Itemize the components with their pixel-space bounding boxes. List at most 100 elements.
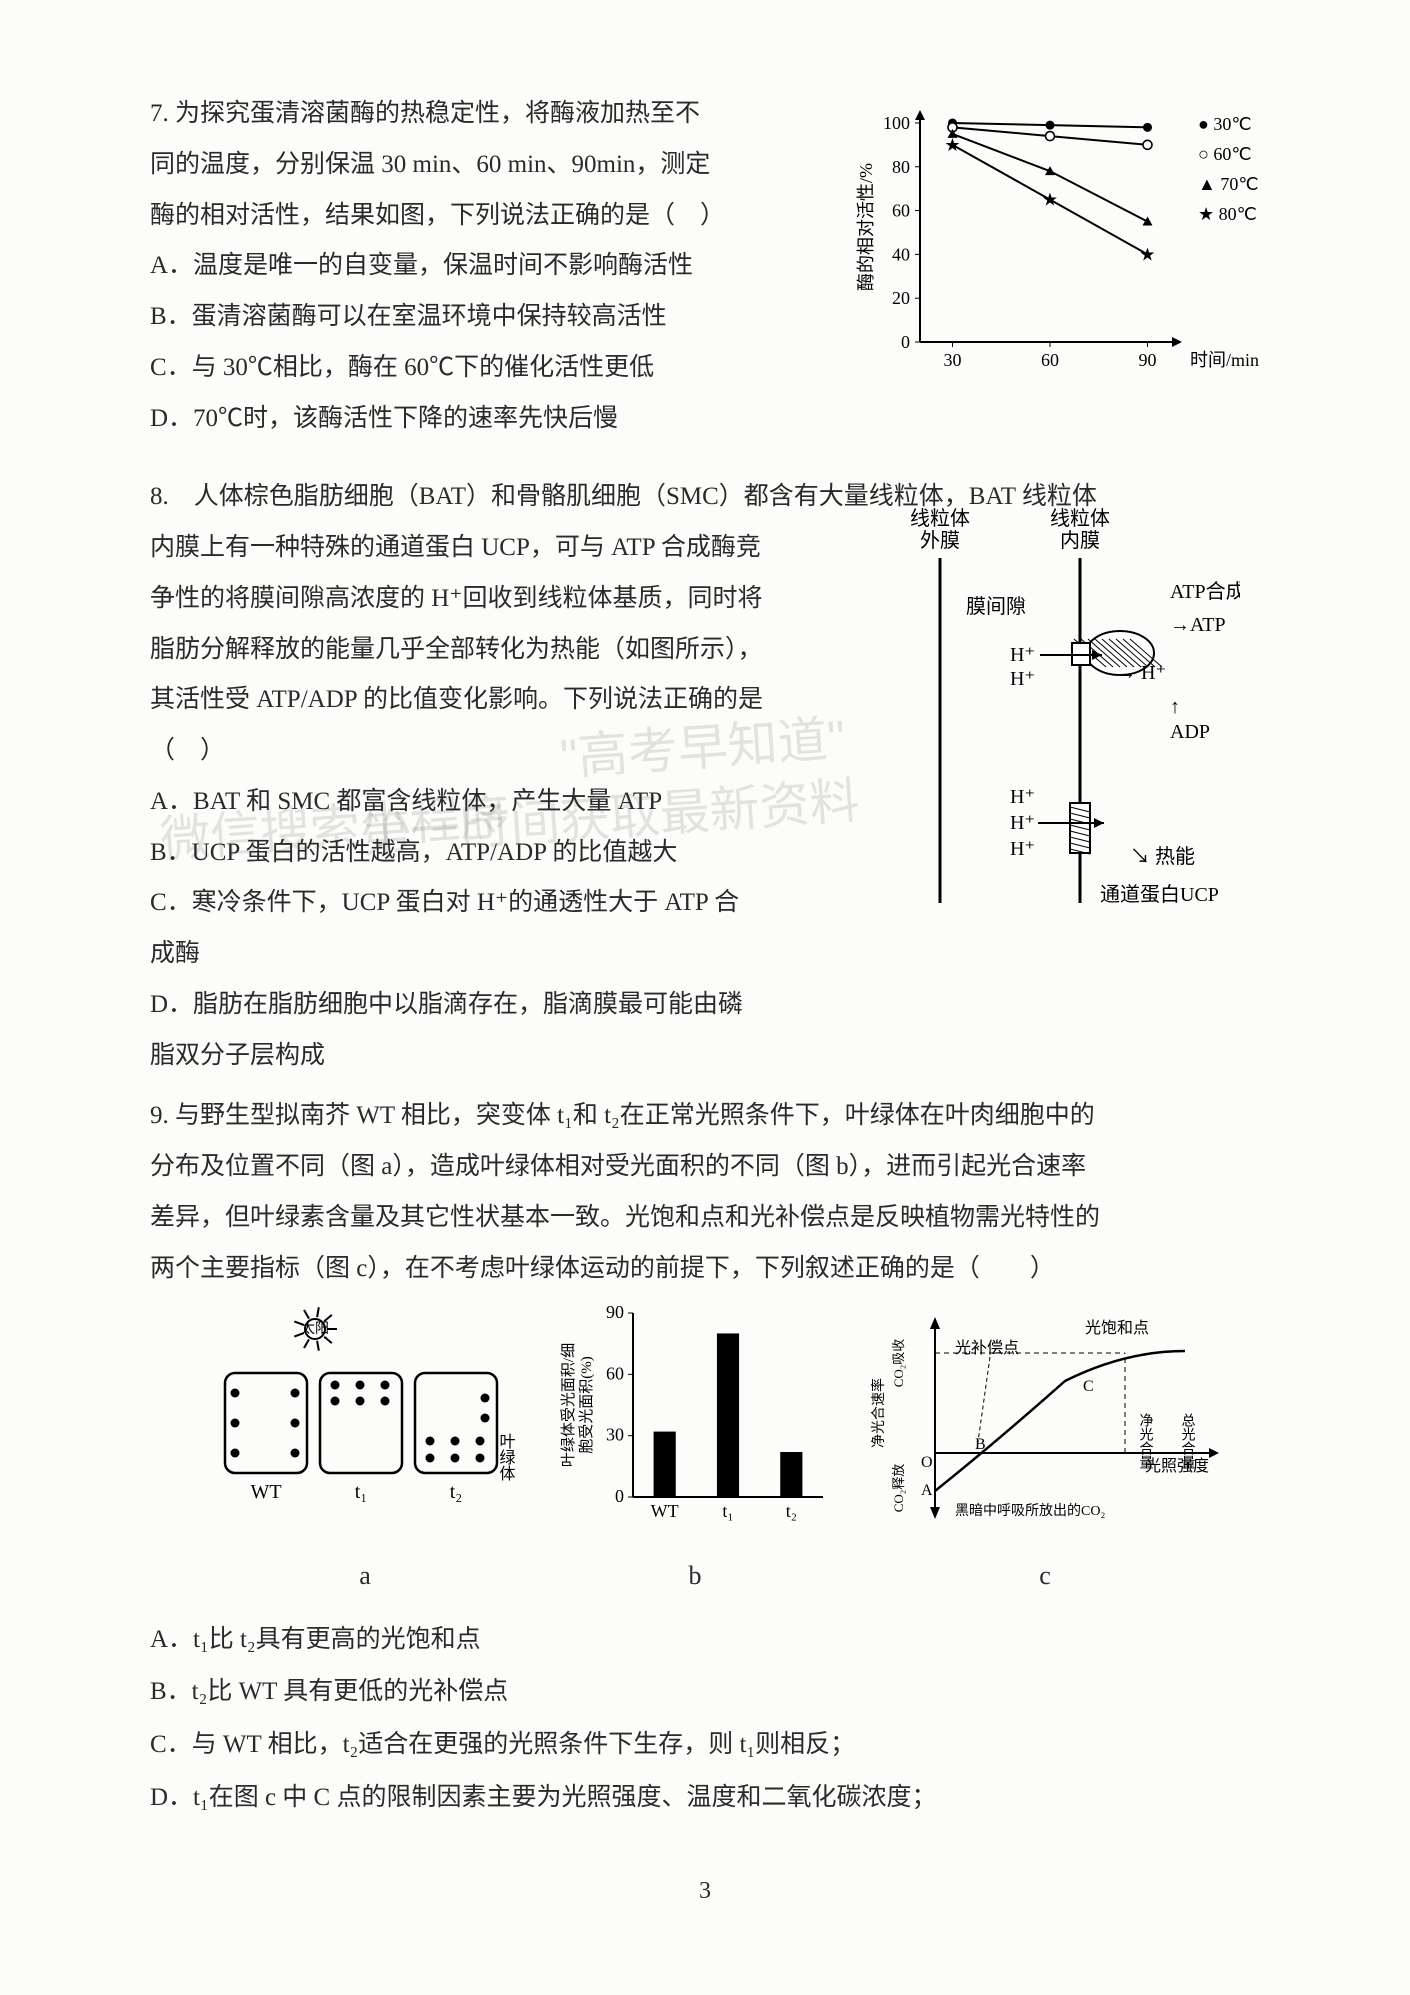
q7-chart: 020406080100306090时间/min酶的相对活性/%● 30℃○ 6… bbox=[850, 100, 1290, 390]
svg-text:40: 40 bbox=[892, 244, 910, 264]
svg-text:↘ 热能: ↘ 热能 bbox=[1130, 845, 1195, 868]
svg-text:太阳: 太阳 bbox=[301, 1321, 329, 1337]
svg-text:B: B bbox=[975, 1436, 986, 1453]
svg-text:WT: WT bbox=[250, 1481, 281, 1503]
svg-text:内膜: 内膜 bbox=[1060, 529, 1100, 552]
svg-text:叶绿体: 叶绿体 bbox=[497, 1433, 516, 1481]
q7-line-1: 同的温度，分别保温 30 min、60 min、90min，测定 bbox=[150, 141, 830, 190]
q7-line-2: 酶的相对活性，结果如图，下列说法正确的是（ ） bbox=[150, 192, 830, 241]
svg-text:胞受光面积(%): 胞受光面积(%) bbox=[578, 1357, 595, 1455]
svg-text:ADP: ADP bbox=[1170, 721, 1210, 743]
q8-line-6: A．BAT 和 SMC 都富含线粒体，产生大量 ATP bbox=[150, 778, 840, 827]
q9-figures-row: 太阳 WT t₁ t₂ 叶绿体 a 0 30 60 90 WT t₁ t₂ 叶绿体受光面积/细胞受光面… bbox=[150, 1303, 1280, 1601]
question-8: 8. 人体棕色脂肪细胞（BAT）和骨骼肌细胞（SMC）都含有大量线粒体，BAT … bbox=[150, 473, 1280, 1080]
q7-line-3: A．温度是唯一的自变量，保温时间不影响酶活性 bbox=[150, 242, 830, 291]
svg-text:光饱和点: 光饱和点 bbox=[1085, 1319, 1149, 1337]
svg-text:○ 60℃: ○ 60℃ bbox=[1198, 144, 1252, 164]
svg-text:线粒体: 线粒体 bbox=[1050, 507, 1110, 530]
q8-text: 8. 人体棕色脂肪细胞（BAT）和骨骼肌细胞（SMC）都含有大量线粒体，BAT … bbox=[150, 473, 840, 979]
svg-text:30: 30 bbox=[606, 1425, 624, 1445]
q7-line-4: B．蛋清溶菌酶可以在室温环境中保持较高活性 bbox=[150, 293, 830, 342]
q9-opt-A: A．t₁比 t₂具有更高的光饱和点 bbox=[150, 1616, 1280, 1665]
q8-diagram: 线粒体外膜线粒体内膜膜间隙ATP合成酶→ATP↑ADPH⁺→ H⁺H⁺H⁺H⁺H… bbox=[870, 503, 1240, 923]
q8-line-2: 争性的将膜间隙高浓度的 H⁺回收到线粒体基质，同时将 bbox=[150, 575, 840, 624]
svg-text:★ 80℃: ★ 80℃ bbox=[1198, 204, 1257, 224]
svg-text:t₁: t₁ bbox=[355, 1481, 368, 1503]
q8-line-3: 脂肪分解释放的能量几乎全部转化为热能（如图所示）， bbox=[150, 626, 840, 675]
q9-fig-c-wrap: 光饱和点光补偿点CBAO净光合量总光合量光照强度黑暗中呼吸所放出的CO₂CO₂吸… bbox=[865, 1303, 1225, 1601]
q9-fig-a-wrap: 太阳 WT t₁ t₂ 叶绿体 a bbox=[205, 1303, 525, 1601]
svg-text:H⁺: H⁺ bbox=[1010, 668, 1035, 690]
svg-text:↑: ↑ bbox=[1170, 696, 1180, 718]
q7-line-5: C．与 30℃相比，酶在 60℃下的催化活性更低 bbox=[150, 344, 830, 393]
svg-text:t₂: t₂ bbox=[786, 1501, 797, 1521]
svg-text:H⁺: H⁺ bbox=[1010, 812, 1035, 834]
q9-fig-a-label: a bbox=[205, 1551, 525, 1602]
svg-text:100: 100 bbox=[883, 113, 910, 133]
svg-text:线粒体: 线粒体 bbox=[910, 507, 970, 530]
svg-text:外膜: 外膜 bbox=[920, 529, 960, 552]
svg-text:CO₂吸收: CO₂吸收 bbox=[891, 1339, 906, 1388]
svg-text:60: 60 bbox=[606, 1364, 624, 1384]
svg-text:光补偿点: 光补偿点 bbox=[955, 1339, 1019, 1357]
q9-opt-D: D．t₁在图 c 中 C 点的限制因素主要为光照强度、温度和二氧化碳浓度； bbox=[150, 1774, 1280, 1823]
svg-text:20: 20 bbox=[892, 288, 910, 308]
q7-text: 7. 为探究蛋清溶菌酶的热稳定性，将酶液加热至不 同的温度，分别保温 30 mi… bbox=[150, 90, 830, 443]
q8-line-8: C．寒冷条件下，UCP 蛋白对 H⁺的通透性大于 ATP 合 bbox=[150, 879, 840, 928]
svg-text:净光合速率: 净光合速率 bbox=[870, 1378, 887, 1448]
svg-text:t₂: t₂ bbox=[450, 1481, 463, 1503]
q9-fig-b-label: b bbox=[555, 1551, 835, 1602]
q8-line-7: B．UCP 蛋白的活性越高，ATP/ADP 的比值越大 bbox=[150, 829, 840, 878]
svg-text:90: 90 bbox=[1139, 350, 1157, 370]
svg-text:0: 0 bbox=[615, 1486, 624, 1506]
svg-text:★: ★ bbox=[1139, 244, 1155, 264]
q9-line-2: 差异，但叶绿素含量及其它性状基本一致。光饱和点和光补偿点是反映植物需光特性的 bbox=[150, 1194, 1280, 1243]
q8-text-full: D．脂肪在脂肪细胞中以脂滴存在，脂滴膜最可能由磷 脂双分子层构成 bbox=[150, 981, 1280, 1081]
q7-line-0: 7. 为探究蛋清溶菌酶的热稳定性，将酶液加热至不 bbox=[150, 90, 830, 139]
svg-text:ATP合成酶: ATP合成酶 bbox=[1170, 580, 1240, 603]
page-number: 3 bbox=[699, 1868, 711, 1915]
svg-text:★: ★ bbox=[944, 135, 960, 155]
q8-line-1: 内膜上有一种特殊的通道蛋白 UCP，可与 ATP 合成酶竞 bbox=[150, 524, 840, 573]
svg-text:光照强度: 光照强度 bbox=[1145, 1457, 1209, 1475]
q8-full-1: 脂双分子层构成 bbox=[150, 1032, 1280, 1081]
svg-text:膜间隙: 膜间隙 bbox=[966, 595, 1026, 618]
svg-text:▲ 70℃: ▲ 70℃ bbox=[1198, 174, 1259, 194]
svg-text:H⁺: H⁺ bbox=[1010, 786, 1035, 808]
svg-text:★: ★ bbox=[1042, 190, 1058, 210]
q7-line-6: D．70℃时，该酶活性下降的速率先快后慢 bbox=[150, 395, 830, 444]
svg-text:O: O bbox=[921, 1454, 933, 1471]
question-7: 7. 为探究蛋清溶菌酶的热稳定性，将酶液加热至不 同的温度，分别保温 30 mi… bbox=[150, 90, 1280, 443]
svg-text:60: 60 bbox=[892, 201, 910, 221]
q9-fig-b-wrap: 0 30 60 90 WT t₁ t₂ 叶绿体受光面积/细胞受光面积(%) b bbox=[555, 1303, 835, 1601]
exam-page: 微信搜索小程序 "高考早知道" 第一时间获取最新资料 7. 为探究蛋清溶菌酶的热… bbox=[0, 0, 1410, 1995]
svg-text:酶的相对活性/%: 酶的相对活性/% bbox=[856, 163, 876, 291]
q8-line-4: 其活性受 ATP/ADP 的比值变化影响。下列说法正确的是 bbox=[150, 676, 840, 725]
q9-line-3: 两个主要指标（图 c），在不考虑叶绿体运动的前提下，下列叙述正确的是（ ） bbox=[150, 1245, 1280, 1294]
q9-line-0: 9. 与野生型拟南芥 WT 相比，突变体 t₁和 t₂在正常光照条件下，叶绿体在… bbox=[150, 1092, 1280, 1141]
q8-full-0: D．脂肪在脂肪细胞中以脂滴存在，脂滴膜最可能由磷 bbox=[150, 981, 1280, 1030]
svg-text:WT: WT bbox=[651, 1501, 679, 1521]
q8-line-9: 成酶 bbox=[150, 930, 840, 979]
svg-text:→ATP: →ATP bbox=[1170, 614, 1226, 636]
svg-text:CO₂释放: CO₂释放 bbox=[891, 1464, 906, 1513]
svg-text:黑暗中呼吸所放出的CO₂: 黑暗中呼吸所放出的CO₂ bbox=[955, 1503, 1105, 1519]
svg-text:C: C bbox=[1083, 1378, 1094, 1395]
svg-text:H⁺: H⁺ bbox=[1010, 644, 1035, 666]
svg-text:0: 0 bbox=[901, 332, 910, 352]
svg-text:时间/min: 时间/min bbox=[1190, 350, 1259, 370]
svg-text:叶绿体受光面积/细: 叶绿体受光面积/细 bbox=[560, 1343, 577, 1467]
q9-fig-c: 光饱和点光补偿点CBAO净光合量总光合量光照强度黑暗中呼吸所放出的CO₂CO₂吸… bbox=[865, 1303, 1225, 1533]
svg-text:通道蛋白UCP: 通道蛋白UCP bbox=[1100, 883, 1219, 906]
question-9: 9. 与野生型拟南芥 WT 相比，突变体 t₁和 t₂在正常光照条件下，叶绿体在… bbox=[150, 1092, 1280, 1822]
q9-fig-b: 0 30 60 90 WT t₁ t₂ 叶绿体受光面积/细胞受光面积(%) bbox=[555, 1303, 835, 1533]
svg-text:30: 30 bbox=[944, 350, 962, 370]
svg-text:t₁: t₁ bbox=[722, 1501, 733, 1521]
q9-options: A．t₁比 t₂具有更高的光饱和点 B．t₂比 WT 具有更低的光补偿点 C．与… bbox=[150, 1616, 1280, 1823]
q9-opt-B: B．t₂比 WT 具有更低的光补偿点 bbox=[150, 1668, 1280, 1717]
svg-text:A: A bbox=[921, 1482, 933, 1499]
q9-line-1: 分布及位置不同（图 a），造成叶绿体相对受光面积的不同（图 b），进而引起光合速… bbox=[150, 1143, 1280, 1192]
svg-text:90: 90 bbox=[606, 1303, 624, 1322]
svg-text:80: 80 bbox=[892, 157, 910, 177]
svg-text:60: 60 bbox=[1041, 350, 1059, 370]
